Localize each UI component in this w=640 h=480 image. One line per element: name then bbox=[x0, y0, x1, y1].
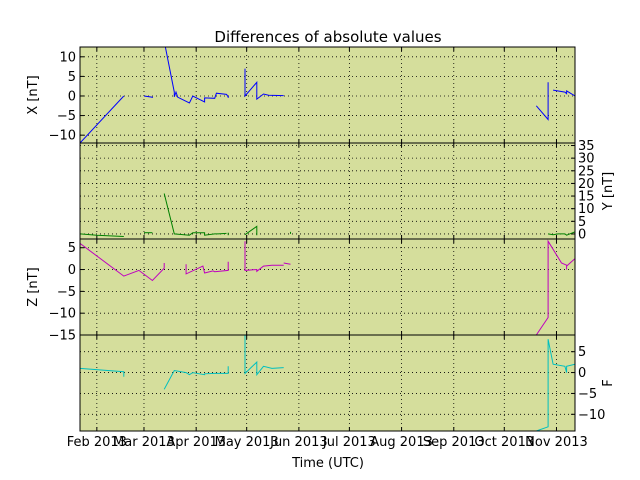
panel-y-ytick-label: 30 bbox=[578, 152, 595, 167]
series-f-segment bbox=[244, 335, 284, 377]
x-tick-label: Feb 2013 bbox=[67, 435, 127, 450]
panel-x-ytick-label: 0 bbox=[68, 89, 76, 104]
series-f-segment bbox=[80, 367, 125, 377]
panel-f-ytick-label: −5 bbox=[578, 387, 597, 402]
x-tick-label: Jul 2013 bbox=[322, 435, 376, 450]
panel-f-ytick-label: 5 bbox=[578, 345, 586, 360]
panel-z-ytick-label: −10 bbox=[49, 307, 76, 322]
series-z-segment bbox=[244, 241, 284, 273]
panel-x: 10 5 0 −5 −10 X [nT] bbox=[26, 46, 576, 144]
series-y-segment bbox=[80, 233, 124, 237]
panel-y-ytick-label: 15 bbox=[578, 190, 595, 205]
panel-y-ytick-label: 35 bbox=[578, 139, 595, 154]
chart-title: Differences of absolute values bbox=[214, 28, 441, 46]
panel-y-background bbox=[80, 143, 575, 239]
series-y-segment bbox=[244, 225, 258, 236]
x-tick-label: Aug 2013 bbox=[370, 435, 433, 450]
series-x-segment bbox=[535, 82, 549, 121]
x-tick-label: May 2013 bbox=[215, 435, 279, 450]
series-x-segment bbox=[143, 95, 153, 98]
series-f-segment bbox=[536, 339, 575, 431]
panel-f-series bbox=[80, 335, 575, 431]
x-tick-label: Sep 2013 bbox=[423, 435, 485, 450]
panel-y-ytick-label: 10 bbox=[578, 202, 595, 217]
panel-x-background bbox=[80, 47, 575, 143]
x-tick-label: Oct 2013 bbox=[474, 435, 534, 450]
panel-z-background bbox=[80, 239, 575, 335]
panel-y-ytick-label: 20 bbox=[578, 177, 595, 192]
series-x-segment bbox=[164, 47, 229, 104]
panel-x-ytick-label: 10 bbox=[59, 50, 76, 65]
series-z-segment bbox=[283, 262, 291, 265]
x-tick-label: Mar 2013 bbox=[113, 435, 175, 450]
panel-y-ytick-label: 5 bbox=[578, 215, 586, 230]
panel-f-ylabel: F bbox=[601, 379, 616, 386]
panel-z-series bbox=[80, 239, 575, 335]
x-tick-label: Apr 2013 bbox=[166, 435, 226, 450]
panel-f-background bbox=[80, 335, 575, 431]
x-tick-label: Nov 2013 bbox=[525, 435, 588, 450]
panel-z-ylabel: Z [nT] bbox=[26, 267, 41, 306]
panel-x-ylabel: X [nT] bbox=[26, 75, 41, 114]
series-x-segment bbox=[80, 95, 125, 143]
panel-f-frame bbox=[79, 334, 576, 432]
panel-y-ylabel: Y [nT] bbox=[601, 172, 616, 211]
series-z-segment bbox=[80, 242, 165, 282]
x-tick-label: Jun 2013 bbox=[269, 435, 328, 450]
x-axis-label: Time (UTC) bbox=[291, 456, 364, 471]
panel-x-ytick-label: −10 bbox=[49, 129, 76, 144]
panel-f-ytick-label: −10 bbox=[578, 408, 605, 423]
series-f-segment bbox=[163, 366, 229, 390]
series-z-segment bbox=[185, 261, 229, 275]
panel-z-ytick-label: −5 bbox=[57, 285, 76, 300]
series-x-segment bbox=[244, 68, 284, 101]
panel-z-ytick-label: −15 bbox=[49, 329, 76, 344]
panel-z-ytick-label: 0 bbox=[68, 263, 76, 278]
panel-y-ytick-label: 25 bbox=[578, 164, 595, 179]
panel-z: 5 0 −5 −10 −15 Z [nT] bbox=[26, 238, 576, 344]
panel-x-ytick-label: −5 bbox=[57, 109, 76, 124]
panel-f: 5 0 −5 −10 F bbox=[79, 334, 616, 432]
panel-f-ytick-label: 0 bbox=[578, 366, 586, 381]
panel-x-series bbox=[80, 47, 575, 143]
series-y-segment bbox=[548, 231, 575, 236]
series-x-segment bbox=[553, 89, 575, 97]
series-y-segment bbox=[163, 193, 227, 236]
panel-y-ytick-label: 0 bbox=[578, 227, 586, 242]
panel-y-series bbox=[80, 193, 575, 237]
panel-x-ytick-label: 5 bbox=[68, 70, 76, 85]
panel-z-ytick-label: 5 bbox=[68, 241, 76, 256]
series-z-segment bbox=[535, 239, 575, 335]
